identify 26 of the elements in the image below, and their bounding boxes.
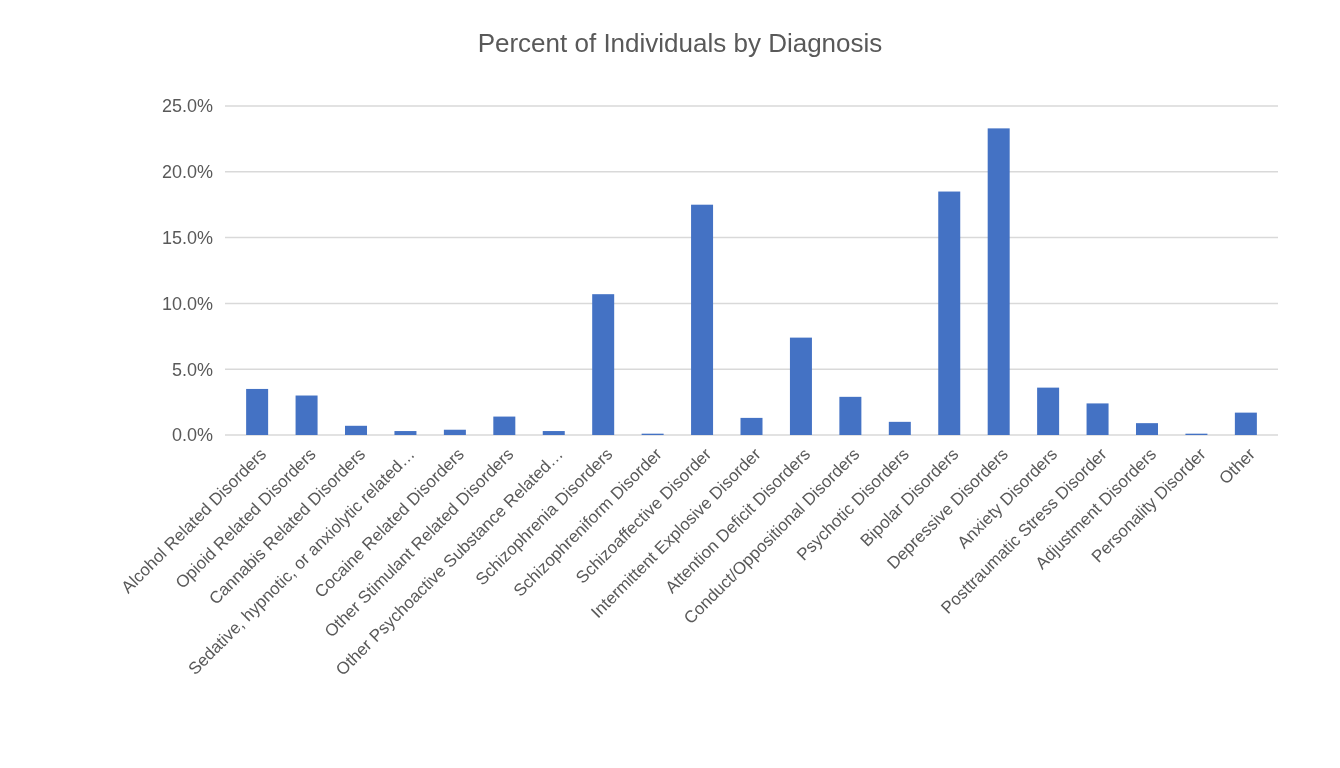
bar — [987, 128, 1010, 435]
y-tick-label: 15.0% — [161, 227, 213, 248]
bar — [789, 337, 812, 435]
bar — [592, 294, 615, 435]
bar — [888, 421, 911, 435]
y-tick-label: 0.0% — [171, 425, 213, 446]
bar — [740, 417, 763, 435]
bar — [1037, 387, 1060, 435]
bar — [938, 191, 961, 435]
bar — [394, 431, 417, 435]
bar — [691, 204, 714, 435]
bar — [493, 416, 516, 435]
bar — [839, 396, 862, 435]
chart-title: Percent of Individuals by Diagnosis — [477, 28, 883, 58]
bar — [1135, 423, 1158, 435]
bar — [295, 395, 318, 435]
y-tick-label: 20.0% — [161, 162, 213, 183]
bar — [1234, 412, 1257, 435]
bar — [1086, 403, 1109, 435]
bar — [345, 425, 368, 435]
bar — [443, 429, 466, 435]
bar — [542, 431, 565, 435]
bar — [246, 388, 269, 435]
y-tick-label: 10.0% — [161, 293, 213, 314]
y-tick-label: 5.0% — [171, 359, 213, 380]
y-tick-label: 25.0% — [161, 96, 213, 117]
